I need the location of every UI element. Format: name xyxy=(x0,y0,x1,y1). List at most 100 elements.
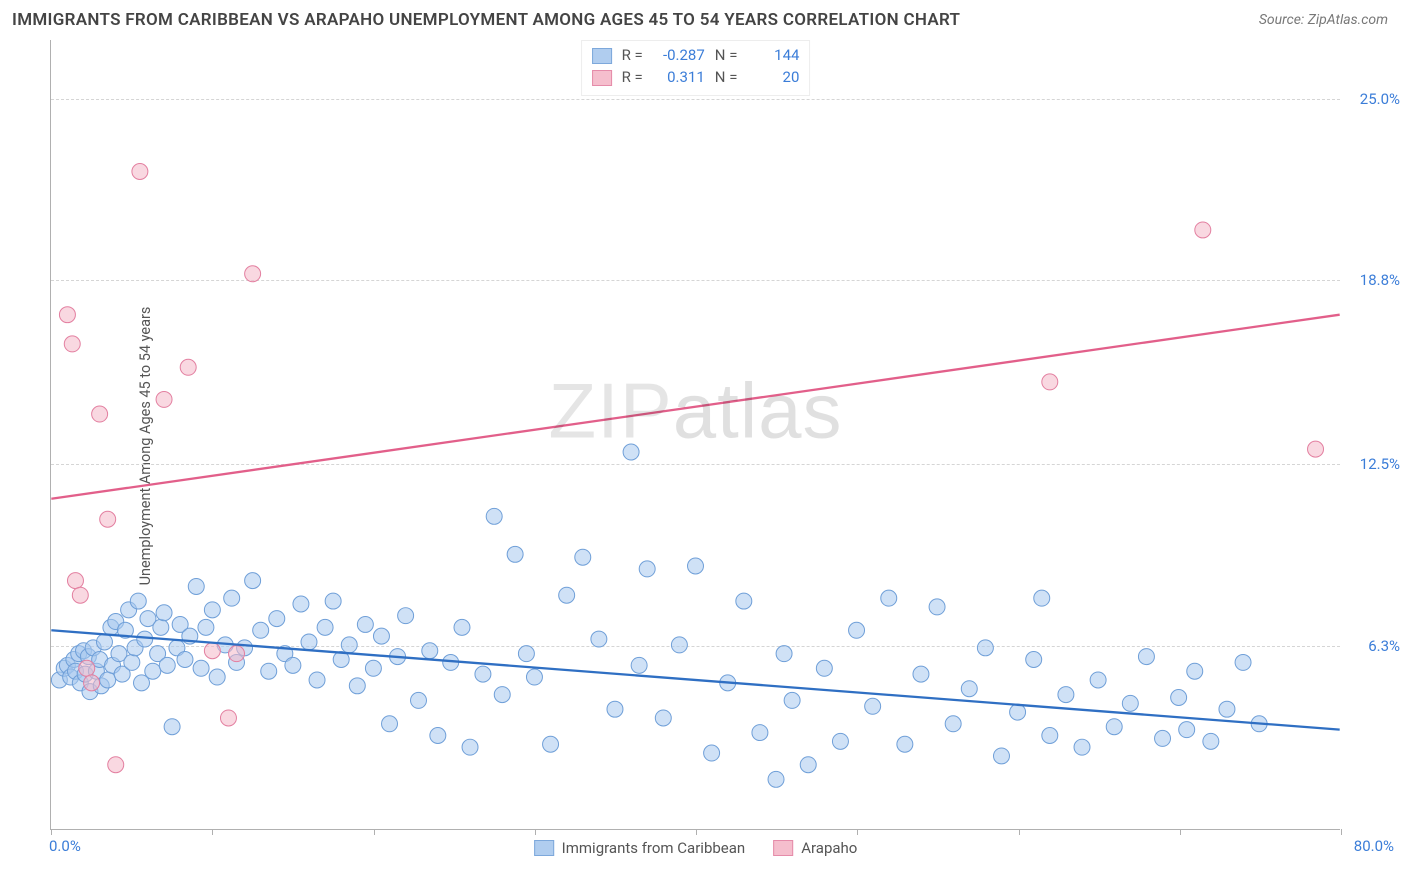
point-caribbean xyxy=(261,663,277,679)
point-caribbean xyxy=(204,602,220,618)
point-caribbean xyxy=(832,733,848,749)
point-caribbean xyxy=(655,710,671,726)
point-caribbean xyxy=(849,622,865,638)
x-tick xyxy=(1180,829,1181,835)
x-tick xyxy=(51,829,52,835)
point-arapaho xyxy=(79,660,95,676)
point-caribbean xyxy=(188,578,204,594)
stat-n-value-caribbean: 144 xyxy=(747,45,799,67)
point-caribbean xyxy=(1090,672,1106,688)
point-caribbean xyxy=(153,619,169,635)
point-arapaho xyxy=(108,757,124,773)
point-caribbean xyxy=(164,719,180,735)
point-caribbean xyxy=(411,692,427,708)
chart-title: IMMIGRANTS FROM CARIBBEAN VS ARAPAHO UNE… xyxy=(12,10,960,30)
x-tick xyxy=(857,829,858,835)
y-tick-label: 25.0% xyxy=(1360,90,1400,108)
point-caribbean xyxy=(100,672,116,688)
point-arapaho xyxy=(72,587,88,603)
point-caribbean xyxy=(1203,733,1219,749)
point-caribbean xyxy=(1187,663,1203,679)
stat-n-value-arapaho: 20 xyxy=(747,67,799,89)
point-caribbean xyxy=(945,716,961,732)
x-axis-min-label: 0.0% xyxy=(49,837,81,855)
point-caribbean xyxy=(1074,739,1090,755)
point-caribbean xyxy=(285,657,301,673)
point-caribbean xyxy=(365,660,381,676)
point-caribbean xyxy=(1179,722,1195,738)
point-arapaho xyxy=(92,406,108,422)
point-caribbean xyxy=(518,646,534,662)
point-caribbean xyxy=(341,637,357,653)
swatch-arapaho-icon xyxy=(592,70,612,86)
point-arapaho xyxy=(229,646,245,662)
point-caribbean xyxy=(929,599,945,615)
chart-plot-area: 6.3%12.5%18.8%25.0% 0.0% 80.0% ZIPatlas … xyxy=(50,40,1340,830)
legend-label-arapaho: Arapaho xyxy=(801,839,857,857)
point-caribbean xyxy=(293,596,309,612)
legend-swatch-arapaho-icon xyxy=(773,840,793,856)
point-caribbean xyxy=(671,637,687,653)
point-caribbean xyxy=(865,698,881,714)
point-caribbean xyxy=(145,663,161,679)
y-tick-label: 12.5% xyxy=(1360,455,1400,473)
point-arapaho xyxy=(132,164,148,180)
trendline-arapaho xyxy=(51,315,1339,499)
legend-item-arapaho: Arapaho xyxy=(773,839,857,857)
point-caribbean xyxy=(526,669,542,685)
point-caribbean xyxy=(881,590,897,606)
point-caribbean xyxy=(575,549,591,565)
point-caribbean xyxy=(357,616,373,632)
point-caribbean xyxy=(752,725,768,741)
point-caribbean xyxy=(193,660,209,676)
scatter-svg xyxy=(51,40,1340,829)
point-caribbean xyxy=(1155,730,1171,746)
point-caribbean xyxy=(736,593,752,609)
point-caribbean xyxy=(475,666,491,682)
legend-label-caribbean: Immigrants from Caribbean xyxy=(562,839,746,857)
x-tick xyxy=(1341,829,1342,835)
x-tick xyxy=(212,829,213,835)
stat-r-value-arapaho: 0.311 xyxy=(653,67,705,89)
point-caribbean xyxy=(768,771,784,787)
point-caribbean xyxy=(349,678,365,694)
point-caribbean xyxy=(269,611,285,627)
stats-row-caribbean: R = -0.287 N = 144 xyxy=(592,45,800,67)
point-caribbean xyxy=(816,660,832,676)
point-caribbean xyxy=(253,622,269,638)
y-tick-label: 18.8% xyxy=(1360,271,1400,289)
point-caribbean xyxy=(130,593,146,609)
series-legend: Immigrants from Caribbean Arapaho xyxy=(534,839,858,857)
point-caribbean xyxy=(913,666,929,682)
point-caribbean xyxy=(1106,719,1122,735)
point-caribbean xyxy=(159,657,175,673)
point-caribbean xyxy=(961,681,977,697)
point-caribbean xyxy=(591,631,607,647)
point-arapaho xyxy=(180,359,196,375)
point-arapaho xyxy=(59,307,75,323)
point-caribbean xyxy=(897,736,913,752)
point-arapaho xyxy=(64,336,80,352)
legend-swatch-caribbean-icon xyxy=(534,840,554,856)
stats-row-arapaho: R = 0.311 N = 20 xyxy=(592,67,800,89)
point-caribbean xyxy=(494,687,510,703)
point-arapaho xyxy=(245,266,261,282)
point-caribbean xyxy=(430,727,446,743)
point-caribbean xyxy=(688,558,704,574)
point-caribbean xyxy=(398,608,414,624)
trendline-caribbean xyxy=(51,630,1339,729)
point-caribbean xyxy=(784,692,800,708)
stat-r-value-caribbean: -0.287 xyxy=(653,45,705,67)
point-arapaho xyxy=(100,511,116,527)
point-caribbean xyxy=(1122,695,1138,711)
point-caribbean xyxy=(1235,654,1251,670)
y-tick-label: 6.3% xyxy=(1368,637,1400,655)
point-caribbean xyxy=(704,745,720,761)
point-caribbean xyxy=(1026,652,1042,668)
point-caribbean xyxy=(631,657,647,673)
point-caribbean xyxy=(1219,701,1235,717)
point-caribbean xyxy=(224,590,240,606)
point-caribbean xyxy=(800,757,816,773)
point-caribbean xyxy=(1171,690,1187,706)
point-caribbean xyxy=(977,640,993,656)
